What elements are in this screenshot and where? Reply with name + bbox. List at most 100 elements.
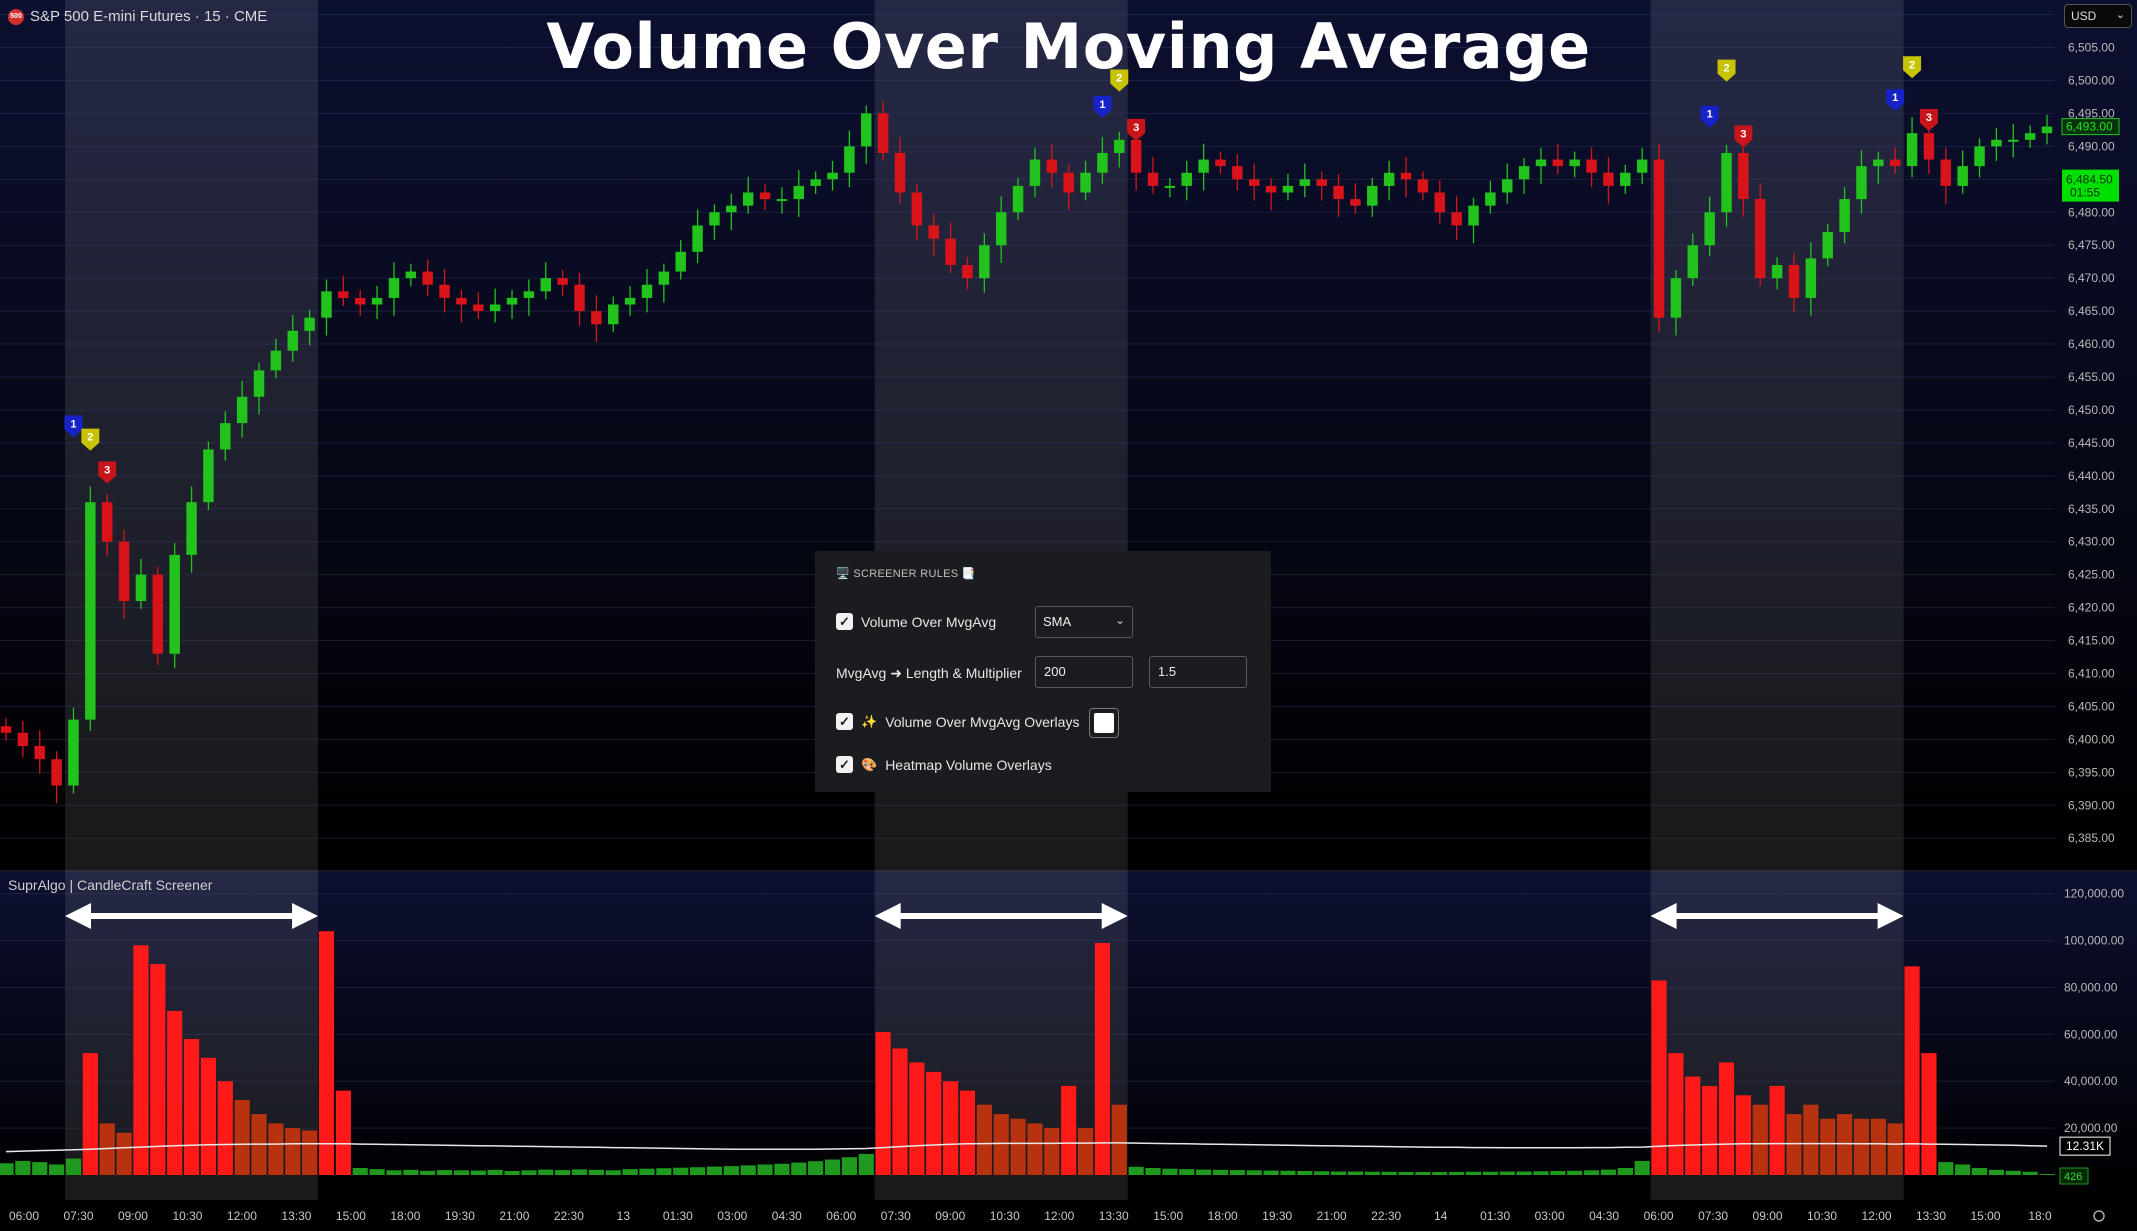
length-input[interactable]: 200 [1035,656,1133,688]
ma-type-select[interactable]: SMA ⌄ [1035,606,1133,638]
symbol-header[interactable]: 500 S&P 500 E-mini Futures · 15 · CME [8,8,267,25]
candle-body [1586,159,1597,173]
screener-rules-panel: 🖥️ SCREENER RULES 📑 ✓ Volume Over MvgAvg… [815,551,1271,792]
volume-bar [1853,1118,1870,1175]
volume-bar [656,1168,672,1175]
volume-bar [1955,1164,1971,1175]
volume-bar [15,1160,31,1175]
volume-bar [1600,1169,1617,1175]
candle-body [1771,264,1783,279]
price-tick-label: 6,475.00 [2068,238,2115,252]
time-tick-label: 09:00 [1753,1209,1783,1223]
candle-body [118,541,130,602]
length-value: 200 [1044,664,1066,679]
volume-bar [1702,1085,1718,1175]
volume-bar [571,1169,588,1175]
volume-bar [1010,1118,1026,1175]
volume-bar [470,1170,486,1175]
candle-body [1873,159,1884,167]
volume-bar [116,1132,132,1175]
rule-heatmap-overlays[interactable]: ✓ 🎨 Heatmap Volume Overlays [836,756,1052,773]
last-price-label: 6,493.00 [2066,120,2113,134]
signal-marker [98,461,117,484]
volume-tick-label: 60,000.00 [2064,1027,2118,1041]
volume-bar [909,1062,925,1175]
candle-body [675,251,686,272]
candle-body [1029,159,1041,186]
time-tick-label: 13:30 [1916,1209,1946,1223]
price-tick-label: 6,425.00 [2068,568,2115,582]
volume-bar [1077,1128,1094,1175]
price-tick-label: 6,435.00 [2068,502,2115,516]
arrow-head-left [874,903,901,929]
time-tick-label: 09:00 [118,1209,148,1223]
volume-bar [858,1153,874,1175]
candle-body [945,238,956,265]
candle-body [1856,166,1867,200]
volume-ma-line [5,1142,2048,1153]
volume-bar [1061,1085,1077,1175]
time-tick-label: 12:00 [227,1209,257,1223]
candle-body [1417,179,1429,193]
multiplier-input[interactable]: 1.5 [1149,656,1247,688]
volume-bar [757,1164,773,1175]
overlay-color-swatch[interactable] [1089,708,1119,738]
volume-bar [521,1170,537,1175]
checkbox-heatmap-overlays[interactable]: ✓ [836,756,853,773]
volume-bar [1836,1114,1853,1175]
volume-bar [1516,1171,1532,1175]
candle-body [0,726,12,733]
checkbox-volume-over-mvgavg[interactable]: ✓ [836,613,853,630]
price-tick-label: 6,390.00 [2068,798,2115,812]
candle-body [1350,199,1361,206]
candle-body [270,350,282,371]
currency-select[interactable]: USD ⌄ [2064,4,2132,28]
candle-body [979,245,990,279]
volume-bar [150,964,166,1175]
candle-body [1636,159,1648,173]
candle-body [1620,172,1631,186]
candle-body [1383,172,1395,186]
volume-bar [1162,1168,1178,1175]
candle-body [1265,185,1277,193]
volume-bar [49,1164,65,1175]
volume-bar [555,1170,571,1175]
price-tick-label: 6,445.00 [2068,436,2115,450]
time-tick-label: 06:00 [826,1209,856,1223]
volume-bar [1263,1170,1279,1175]
signal-marker [1919,109,1938,132]
volume-bar [774,1163,790,1175]
time-tick-label: 22:30 [554,1209,584,1223]
candle-body [1839,199,1850,233]
candle-body [422,271,433,285]
candle-body [1316,179,1327,186]
rule-volume-overlays[interactable]: ✓ ✨ Volume Over MvgAvg Overlays [836,713,1079,730]
volume-bar [335,1090,351,1175]
candle-body [608,304,619,325]
volume-bar [1938,1162,1954,1175]
session-shade [65,0,319,1200]
checkbox-volume-overlays[interactable]: ✓ [836,713,853,730]
candle-body [1738,152,1749,200]
volume-bar [82,1053,98,1175]
rule-volume-over-mvgavg[interactable]: ✓ Volume Over MvgAvg [836,613,996,630]
candle-body [1502,179,1513,193]
volume-bar [926,1071,942,1175]
indicator-label[interactable]: SuprAlgo | CandleCraft Screener [8,877,213,893]
candle-body [726,205,737,213]
candle-body [1012,185,1024,213]
volume-bar [1820,1118,1836,1175]
volume-bar [1803,1104,1819,1175]
candle-body [388,278,400,298]
candle-body [1957,166,1968,186]
candle-body [540,278,551,292]
time-tick-label: 13 [617,1209,631,1223]
volume-bar [65,1158,82,1175]
chevron-down-icon: ⌄ [2115,9,2125,21]
volume-bar [993,1114,1009,1175]
time-tick-label: 03:00 [1535,1209,1565,1223]
volume-bar [352,1167,368,1175]
volume-bar [1651,980,1667,1175]
candle-body [439,284,450,298]
